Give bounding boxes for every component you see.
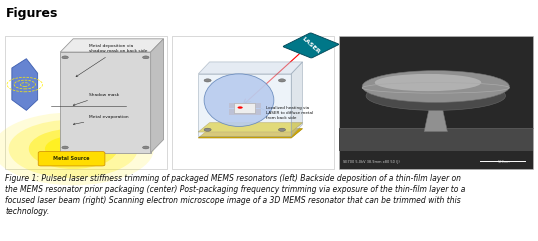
Polygon shape <box>199 74 291 136</box>
Polygon shape <box>60 39 164 52</box>
Text: SE700 5.0kV 38.9mm x80 50 (J): SE700 5.0kV 38.9mm x80 50 (J) <box>343 160 400 164</box>
Circle shape <box>143 146 149 149</box>
Circle shape <box>62 146 68 149</box>
Ellipse shape <box>45 136 101 161</box>
Polygon shape <box>199 129 302 138</box>
Text: LASER: LASER <box>301 36 321 55</box>
FancyBboxPatch shape <box>5 36 167 169</box>
Text: 500nm: 500nm <box>498 160 510 164</box>
Polygon shape <box>424 100 448 132</box>
FancyBboxPatch shape <box>229 103 261 108</box>
Circle shape <box>204 79 211 82</box>
FancyBboxPatch shape <box>172 36 334 169</box>
Text: Localized heating via
LASER to diffuse metal
from back side: Localized heating via LASER to diffuse m… <box>266 107 313 120</box>
Polygon shape <box>151 39 164 153</box>
FancyBboxPatch shape <box>339 128 533 152</box>
Circle shape <box>143 56 149 59</box>
Text: Metal Source: Metal Source <box>53 156 90 161</box>
FancyBboxPatch shape <box>38 152 105 166</box>
FancyBboxPatch shape <box>235 103 255 113</box>
Polygon shape <box>12 59 38 110</box>
Ellipse shape <box>9 120 138 178</box>
Ellipse shape <box>366 81 506 110</box>
FancyBboxPatch shape <box>339 36 533 169</box>
FancyBboxPatch shape <box>229 109 261 115</box>
Ellipse shape <box>29 129 117 169</box>
Circle shape <box>204 128 211 131</box>
Circle shape <box>238 106 243 109</box>
Text: Metal evaporation: Metal evaporation <box>73 115 129 125</box>
Polygon shape <box>60 52 151 153</box>
Circle shape <box>279 128 286 131</box>
Text: Figures: Figures <box>5 7 58 20</box>
Text: Metal deposition via
shadow mask on back side: Metal deposition via shadow mask on back… <box>76 44 148 77</box>
Text: Figure 1: Pulsed laser stiffness trimming of packaged MEMS resonators (left) Bac: Figure 1: Pulsed laser stiffness trimmin… <box>5 174 466 216</box>
Ellipse shape <box>362 71 509 102</box>
Polygon shape <box>199 123 302 132</box>
Polygon shape <box>291 62 302 136</box>
Polygon shape <box>199 62 302 74</box>
Circle shape <box>279 79 286 82</box>
FancyBboxPatch shape <box>283 33 339 58</box>
Ellipse shape <box>204 74 274 127</box>
Text: Shadow mask: Shadow mask <box>73 93 119 106</box>
Ellipse shape <box>0 112 154 185</box>
Ellipse shape <box>375 74 482 91</box>
Circle shape <box>62 56 68 59</box>
